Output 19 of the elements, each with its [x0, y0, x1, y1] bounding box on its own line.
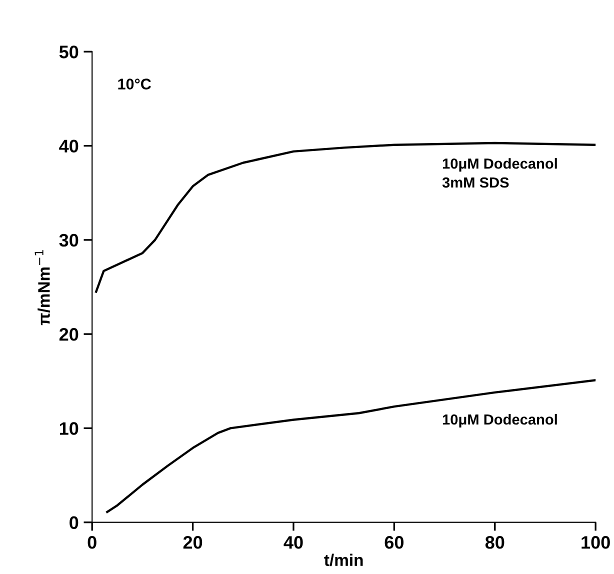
x-tick-label: 40 [284, 536, 303, 549]
y-tick-label: 40 [59, 140, 78, 153]
annotation: 10°C [118, 78, 151, 90]
y-tick-label: 20 [59, 328, 78, 341]
series-label: 10μM Dodecanol 3mM SDS [442, 158, 557, 188]
y-axis-title: π/mNm$^{−1}$ [34, 250, 50, 326]
x-tick-label: 60 [384, 536, 404, 549]
y-tick-label: 0 [70, 516, 78, 530]
y-tick-label: 50 [59, 46, 78, 58]
x-axis-title: t/min [324, 554, 363, 566]
series-label: 10μM Dodecanol [442, 414, 557, 428]
x-tick-label: 100 [582, 536, 610, 549]
x-tick-label: 0 [88, 536, 96, 549]
x-tick-label: 20 [183, 536, 202, 549]
y-tick-label: 30 [59, 234, 78, 247]
line-series [95, 142, 596, 293]
x-tick-label: 80 [485, 536, 504, 549]
line-series [106, 379, 596, 514]
y-tick-label: 10 [60, 422, 78, 435]
